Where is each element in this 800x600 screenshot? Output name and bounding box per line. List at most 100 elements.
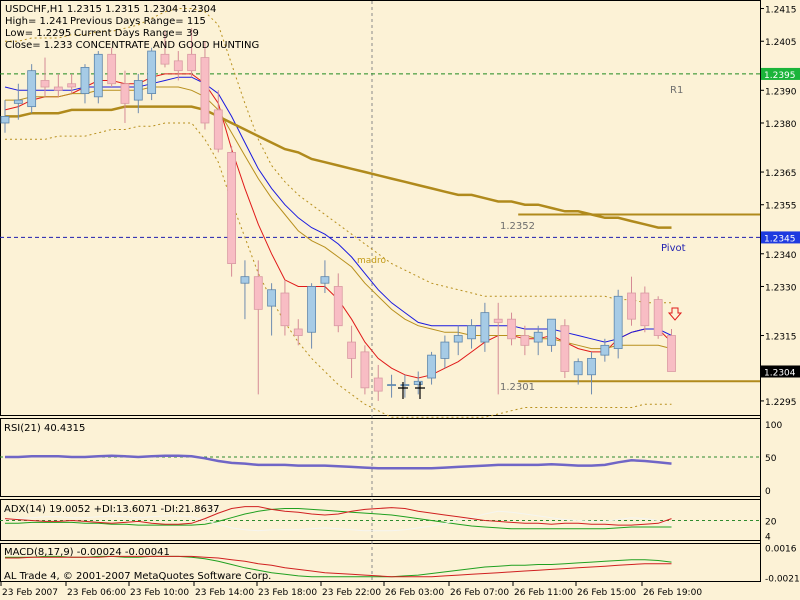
candle [27, 64, 37, 114]
indicator-lines [4, 8, 672, 418]
candle-body [320, 276, 330, 284]
candle-body [173, 60, 183, 72]
adx-title: ADX(14) 19.0052 +DI:13.6071 -DI:21.8637 [4, 504, 220, 515]
candle-body [427, 354, 436, 379]
macd-title: MACD(8,17,9) -0.00024 -0.00041 [4, 547, 170, 558]
x-tick-label: 23 Feb 18:00 [258, 588, 317, 598]
y-tick-label: 1.2380 [765, 120, 797, 130]
copyright-text: AL Trade 4, © 2001-2007 MetaQuotes Softw… [4, 571, 271, 582]
y-tick-label: 1.2405 [765, 38, 797, 48]
ema-tan-series-line [5, 86, 672, 350]
candle-body [40, 80, 50, 88]
price-tag-label: 1.2304 [764, 368, 796, 378]
candle-body [13, 99, 23, 104]
candle [293, 319, 303, 346]
sell-arrow-icon [667, 307, 683, 321]
candle [373, 364, 383, 401]
candle-body [147, 50, 157, 94]
candle [267, 283, 277, 336]
x-tick-label: 26 Feb 11:00 [514, 588, 573, 598]
candle [173, 51, 183, 81]
candle [467, 319, 476, 349]
candle-body [267, 289, 277, 307]
candle-body [93, 53, 103, 98]
candle-body [560, 325, 570, 372]
plus-di-series-line [4, 510, 672, 532]
candle-body [600, 344, 610, 356]
candle-body [573, 361, 583, 376]
candle-body [413, 380, 423, 385]
rsi-tick-label: 50 [765, 454, 777, 464]
candle [387, 374, 396, 398]
rsi-tick-label: 0 [765, 487, 771, 497]
candle-body [347, 341, 356, 359]
candle-body [547, 318, 556, 346]
candle [480, 302, 490, 352]
candle-body [107, 53, 117, 85]
candle-body [520, 335, 530, 346]
y-tick-label: 1.2355 [765, 202, 797, 212]
x-tick-label: 26 Feb 19:00 [643, 588, 702, 598]
candle-body [160, 53, 170, 65]
adx-tick-label: 4 [765, 532, 771, 542]
candle-body [213, 109, 223, 150]
candle-body [133, 80, 143, 101]
candle [133, 73, 143, 114]
candle [533, 325, 543, 356]
candle [613, 289, 623, 359]
candle [307, 283, 316, 349]
candle [440, 335, 450, 369]
candle [13, 83, 23, 120]
candle-body [507, 318, 516, 340]
candle [253, 260, 263, 395]
y-tick-label: 1.2315 [765, 333, 797, 343]
price-tag-green [761, 67, 800, 80]
cross-marker-icon [398, 382, 408, 399]
candle [347, 325, 356, 379]
candle [547, 318, 556, 352]
candle [160, 31, 170, 68]
candle-body [493, 318, 503, 323]
y-tick-label: 1.2390 [765, 87, 797, 97]
candle-body [80, 66, 90, 94]
candle [93, 51, 103, 104]
candle-body [667, 335, 676, 372]
sma-gold-series-line [5, 105, 672, 229]
candle [640, 286, 650, 333]
candle [627, 276, 636, 326]
candle-body [587, 358, 596, 376]
candle [333, 273, 343, 333]
ema-red-series-line [4, 73, 672, 379]
previous-range-line: Previous Days Range= 115 [70, 16, 206, 27]
x-tick-label: 23 Feb 22:00 [322, 588, 381, 598]
level-1-2301-label: 1.2301 [500, 382, 535, 393]
x-tick-label: 23 Feb 2007 [2, 588, 58, 598]
candle [53, 73, 63, 97]
x-tick-label: 23 Feb 14:00 [195, 588, 254, 598]
env-lower-series-line [5, 122, 672, 418]
candle-body [0, 116, 10, 124]
x-tick-label: 26 Feb 15:00 [577, 588, 636, 598]
adx-series-line [5, 508, 672, 530]
candle [667, 328, 676, 372]
candle-body [293, 328, 303, 336]
y-tick-label: 1.2365 [765, 169, 797, 179]
current-range-line: Current Days Range= 39 [74, 28, 199, 39]
candle-body [533, 331, 543, 343]
macd-tick-label: 0.0016 [765, 544, 797, 554]
adx-tick-label: 20 [765, 518, 777, 528]
candle [573, 358, 583, 385]
candle [520, 325, 530, 356]
candle [653, 296, 663, 339]
y-tick-label: 1.2415 [765, 6, 797, 16]
candle-body [240, 276, 250, 284]
pivot-label: Pivot [661, 243, 686, 254]
candle [213, 90, 223, 153]
close-line: Close= 1.233 CONCENTRATE AND GOOD HUNTIN… [5, 40, 259, 51]
macd-signal-series-line [5, 555, 672, 578]
candle [187, 28, 197, 78]
level-1-2352-label: 1.2352 [500, 221, 535, 232]
y-tick-label: 1.2330 [765, 283, 797, 293]
